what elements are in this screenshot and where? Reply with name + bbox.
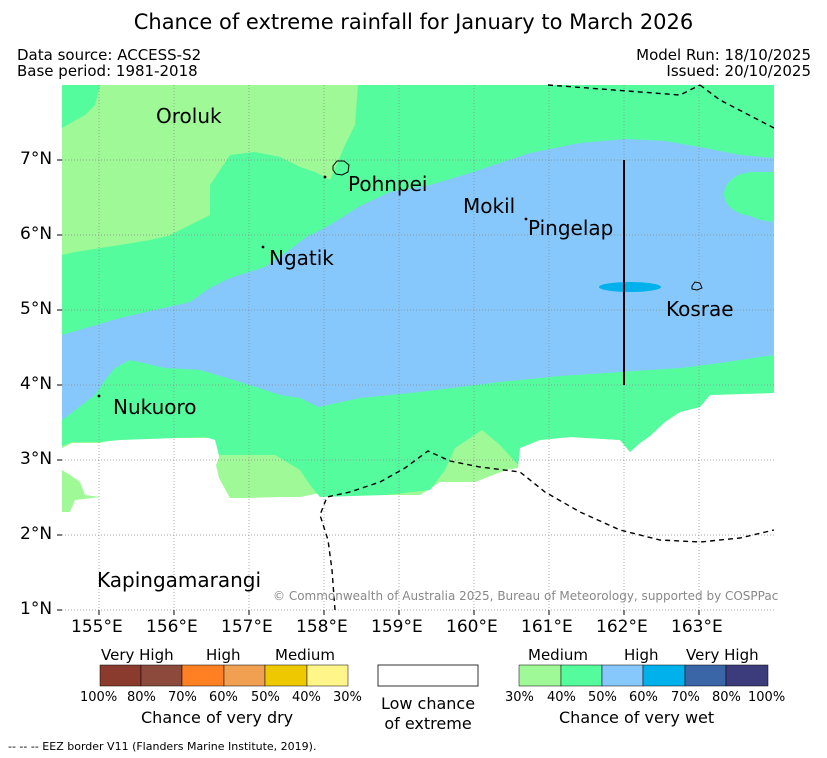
wet-pct-70: 70% <box>671 690 700 705</box>
model-run: Model Run: 18/10/2025 <box>636 46 811 64</box>
wet-pct-30: 30% <box>505 690 534 705</box>
wet-pct-40: 40% <box>547 690 576 705</box>
dry-pct-40: 40% <box>292 690 321 705</box>
lon-tick-163e: 163°E <box>671 617 723 637</box>
place-pohnpei: Pohnpei <box>348 172 428 196</box>
wet-caption: Chance of very wet <box>559 708 715 727</box>
wet-pct-80: 80% <box>712 690 741 705</box>
dry-category-high: High <box>206 646 241 664</box>
higher-wet-patch <box>599 282 661 292</box>
map-title: Chance of extreme rainfall for January t… <box>133 10 694 34</box>
base-period: Base period: 1981-2018 <box>17 62 198 80</box>
lat-tick-6n: 6°N <box>20 224 53 244</box>
dry-pct-50: 50% <box>251 690 280 705</box>
dry-legend-bar <box>99 664 349 687</box>
dry-caption: Chance of very dry <box>141 708 294 727</box>
islands <box>97 160 703 398</box>
dry-swatch-high-1 <box>181 664 225 687</box>
east-mid-wet-bulge <box>724 172 774 216</box>
lat-tick-1n: 1°N <box>20 599 53 619</box>
place-mokil: Mokil <box>463 194 516 218</box>
lon-tick-162e: 162°E <box>596 617 648 637</box>
data-source: Data source: ACCESS-S2 <box>17 46 202 64</box>
copyright-notice: © Commonwealth of Australia 2025, Bureau… <box>273 589 779 603</box>
place-oroluk: Oroluk <box>156 104 222 128</box>
probability-field <box>62 85 774 610</box>
wet-pct-100: 100% <box>748 690 786 705</box>
place-kosrae: Kosrae <box>666 297 734 321</box>
mokil-atoll <box>323 175 327 179</box>
nukuoro-atoll <box>97 394 101 398</box>
lon-tick-159e: 159°E <box>371 617 423 637</box>
dry-swatch-high-2 <box>223 664 266 687</box>
lon-tick-157e: 157°E <box>221 617 273 637</box>
place-ngatik: Ngatik <box>269 246 334 270</box>
wet-legend-bar <box>518 664 769 687</box>
dry-swatch-very-high-2 <box>140 664 183 687</box>
wet-swatch-high-1 <box>601 664 644 687</box>
kosrae-outline <box>691 281 703 291</box>
lat-tick-3n: 3°N <box>20 449 53 469</box>
ngatik-atoll <box>261 245 265 249</box>
high-wet-region <box>62 139 774 420</box>
wet-swatch-medium-1 <box>518 664 562 687</box>
lat-tick-5n: 5°N <box>20 299 53 319</box>
lat-tick-4n: 4°N <box>20 374 53 394</box>
lat-tick-2n: 2°N <box>20 524 53 544</box>
pingelap-atoll <box>524 217 528 221</box>
dry-pct-100: 100% <box>80 690 118 705</box>
dry-pct-30: 30% <box>333 690 362 705</box>
wet-category-medium: Medium <box>528 646 588 664</box>
dry-swatch-medium-1 <box>264 664 308 687</box>
lon-tick-156e: 156°E <box>146 617 198 637</box>
wet-swatch-medium-2 <box>560 664 603 687</box>
dry-pct-60: 60% <box>209 690 238 705</box>
dry-pct-70: 70% <box>168 690 197 705</box>
low-chance-swatch <box>377 664 479 687</box>
wet-pct-60: 60% <box>629 690 658 705</box>
low-chance-caption-2: of extreme <box>384 714 472 733</box>
dry-swatch-medium-2 <box>306 664 349 687</box>
pohnpei-outline <box>332 160 350 176</box>
eez-border <box>319 84 775 611</box>
wet-swatch-high-2 <box>642 664 686 687</box>
dry-category-medium: Medium <box>275 646 335 664</box>
issued-date: Issued: 20/10/2025 <box>666 62 811 80</box>
lat-tick-7n: 7°N <box>20 149 53 169</box>
wet-swatch-very-high-2 <box>725 664 769 687</box>
wet-swatch-very-high-1 <box>684 664 727 687</box>
lon-tick-158e: 158°E <box>296 617 348 637</box>
wet-category-very-high: Very High <box>686 646 759 664</box>
low-chance-caption-1: Low chance <box>380 694 476 713</box>
lon-tick-160e: 160°E <box>446 617 498 637</box>
wet-category-high: High <box>624 646 659 664</box>
lon-tick-155e: 155°E <box>71 617 123 637</box>
dry-pct-80: 80% <box>127 690 156 705</box>
tick-marks <box>57 159 700 615</box>
place-pingelap: Pingelap <box>528 216 614 240</box>
place-nukuoro: Nukuoro <box>113 395 197 419</box>
wet-pct-50: 50% <box>588 690 617 705</box>
dry-category-very-high: Very High <box>101 646 174 664</box>
dry-swatch-very-high-1 <box>99 664 142 687</box>
eez-footnote: -- -- -- EEZ border V11 (Flanders Marine… <box>8 740 317 753</box>
place-kapingamarangi: Kapingamarangi <box>97 568 262 592</box>
lon-tick-161e: 161°E <box>521 617 573 637</box>
